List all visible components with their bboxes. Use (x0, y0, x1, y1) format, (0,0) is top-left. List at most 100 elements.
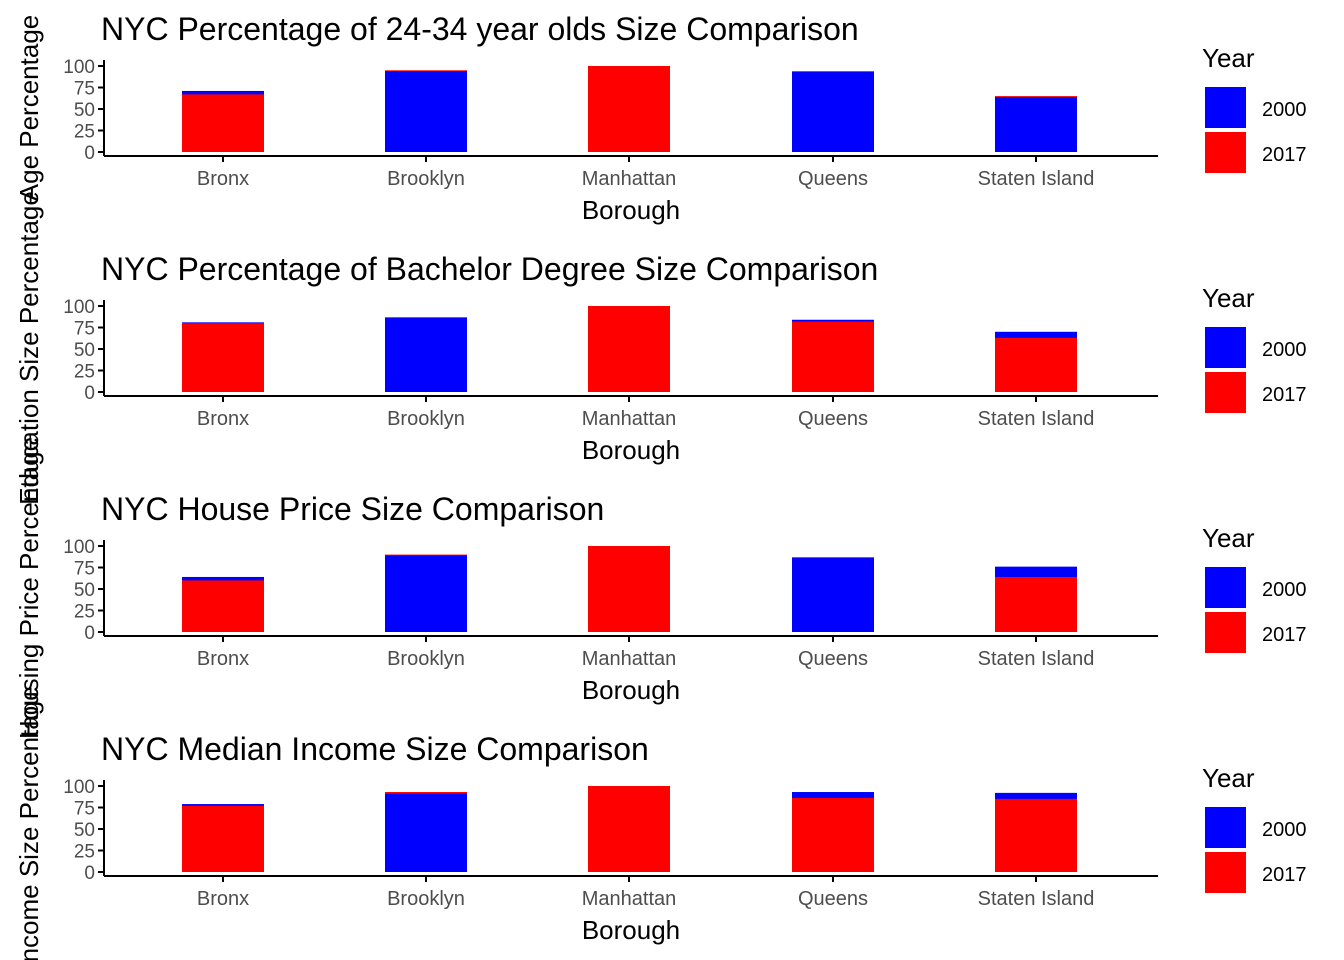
bar-2017-staten-island (995, 337, 1077, 392)
y-tick-label: 100 (63, 297, 95, 318)
bar-2017-staten-island (995, 798, 1077, 872)
y-tick-label: 25 (74, 122, 95, 143)
x-tick-label: Staten Island (978, 168, 1095, 190)
legend-swatch-2017 (1205, 132, 1246, 173)
chart-title: NYC Percentage of 24-34 year olds Size C… (101, 11, 859, 47)
bar-2017-bronx (182, 323, 264, 392)
chart-panel-3: NYC House Price Size Comparison 025507510… (14, 437, 1307, 739)
bar-2017-manhattan (588, 786, 670, 872)
x-tick-label: Manhattan (582, 888, 677, 910)
bar-2017-manhattan (588, 306, 670, 392)
legend-swatch-2000 (1205, 87, 1246, 128)
legend-swatch-2000 (1205, 327, 1246, 368)
bar-2000-brooklyn (385, 555, 467, 632)
y-tick-label: 100 (63, 777, 95, 798)
bar-2017-staten-island (995, 576, 1077, 632)
chart-title: NYC Percentage of Bachelor Degree Size C… (101, 251, 878, 287)
legend-swatch-2000 (1205, 807, 1246, 848)
x-tick-label: Bronx (197, 888, 249, 910)
chart-title: NYC House Price Size Comparison (101, 491, 604, 527)
legend-label-2000: 2000 (1262, 339, 1307, 361)
y-tick-label: 75 (74, 799, 95, 820)
chart-title: NYC Median Income Size Comparison (101, 731, 649, 767)
y-tick-label: 25 (74, 602, 95, 623)
y-tick-label: 0 (84, 623, 95, 644)
chart-panel-1: NYC Percentage of 24-34 year olds Size C… (14, 11, 1307, 225)
legend-label-2000: 2000 (1262, 99, 1307, 121)
bar-2017-manhattan (588, 66, 670, 152)
x-tick-label: Bronx (197, 408, 249, 430)
legend-label-2017: 2017 (1262, 384, 1307, 406)
legend-label-2000: 2000 (1262, 579, 1307, 601)
y-axis-label: Housing Price Percentage (14, 437, 44, 739)
legend: Year 2000 2017 (1202, 283, 1307, 413)
y-tick-label: 25 (74, 362, 95, 383)
y-tick-label: 0 (84, 863, 95, 884)
chart-panel-2: NYC Percentage of Bachelor Degree Size C… (14, 191, 1307, 505)
bar-2000-brooklyn (385, 793, 467, 872)
y-tick-label: 100 (63, 57, 95, 78)
y-axis-label: Income Size Percentage (14, 686, 44, 960)
bar-2000-brooklyn (385, 318, 467, 392)
legend-swatch-2017 (1205, 852, 1246, 893)
y-axis-label: Age Percentage (14, 15, 44, 201)
y-axis-label: Education Size Percentage (14, 191, 44, 505)
y-tick-label: 0 (84, 143, 95, 164)
x-axis-label: Borough (582, 915, 680, 945)
x-tick-label: Staten Island (978, 648, 1095, 670)
bar-2017-bronx (182, 580, 264, 632)
x-tick-label: Manhattan (582, 408, 677, 430)
x-tick-label: Bronx (197, 168, 249, 190)
legend-label-2017: 2017 (1262, 624, 1307, 646)
x-tick-label: Brooklyn (387, 408, 465, 430)
bar-2000-staten-island (995, 96, 1077, 152)
x-tick-label: Staten Island (978, 888, 1095, 910)
x-tick-label: Brooklyn (387, 168, 465, 190)
y-tick-label: 25 (74, 842, 95, 863)
y-tick-label: 75 (74, 79, 95, 100)
legend-title: Year (1202, 283, 1255, 313)
x-tick-label: Brooklyn (387, 888, 465, 910)
x-tick-label: Manhattan (582, 168, 677, 190)
x-tick-label: Queens (798, 888, 868, 910)
legend-label-2017: 2017 (1262, 864, 1307, 886)
legend-label-2017: 2017 (1262, 144, 1307, 166)
bar-2000-queens (792, 72, 874, 152)
x-axis-label: Borough (582, 675, 680, 705)
x-axis-label: Borough (582, 195, 680, 225)
bar-2000-queens (792, 558, 874, 632)
x-tick-label: Bronx (197, 648, 249, 670)
legend-title: Year (1202, 523, 1255, 553)
legend-title: Year (1202, 763, 1255, 793)
legend: Year 2000 2017 (1202, 43, 1307, 173)
bar-2017-bronx (182, 94, 264, 152)
y-tick-label: 50 (74, 340, 95, 361)
bar-2017-bronx (182, 805, 264, 872)
x-axis-label: Borough (582, 435, 680, 465)
legend: Year 2000 2017 (1202, 523, 1307, 653)
legend-title: Year (1202, 43, 1255, 73)
legend-swatch-2017 (1205, 612, 1246, 653)
y-tick-label: 50 (74, 580, 95, 601)
x-tick-label: Brooklyn (387, 648, 465, 670)
x-tick-label: Staten Island (978, 408, 1095, 430)
y-tick-label: 75 (74, 319, 95, 340)
y-tick-label: 0 (84, 383, 95, 404)
x-tick-label: Queens (798, 408, 868, 430)
y-tick-label: 100 (63, 537, 95, 558)
x-tick-label: Queens (798, 648, 868, 670)
legend-swatch-2017 (1205, 372, 1246, 413)
chart-panel-4: NYC Median Income Size Comparison 0255075… (14, 686, 1307, 960)
x-tick-label: Manhattan (582, 648, 677, 670)
legend-swatch-2000 (1205, 567, 1246, 608)
x-tick-label: Queens (798, 168, 868, 190)
legend-label-2000: 2000 (1262, 819, 1307, 841)
y-tick-label: 50 (74, 820, 95, 841)
bar-2000-brooklyn (385, 71, 467, 152)
y-tick-label: 75 (74, 559, 95, 580)
y-tick-label: 50 (74, 100, 95, 121)
bar-2017-queens (792, 798, 874, 872)
bar-2017-manhattan (588, 546, 670, 632)
bar-2017-queens (792, 321, 874, 392)
